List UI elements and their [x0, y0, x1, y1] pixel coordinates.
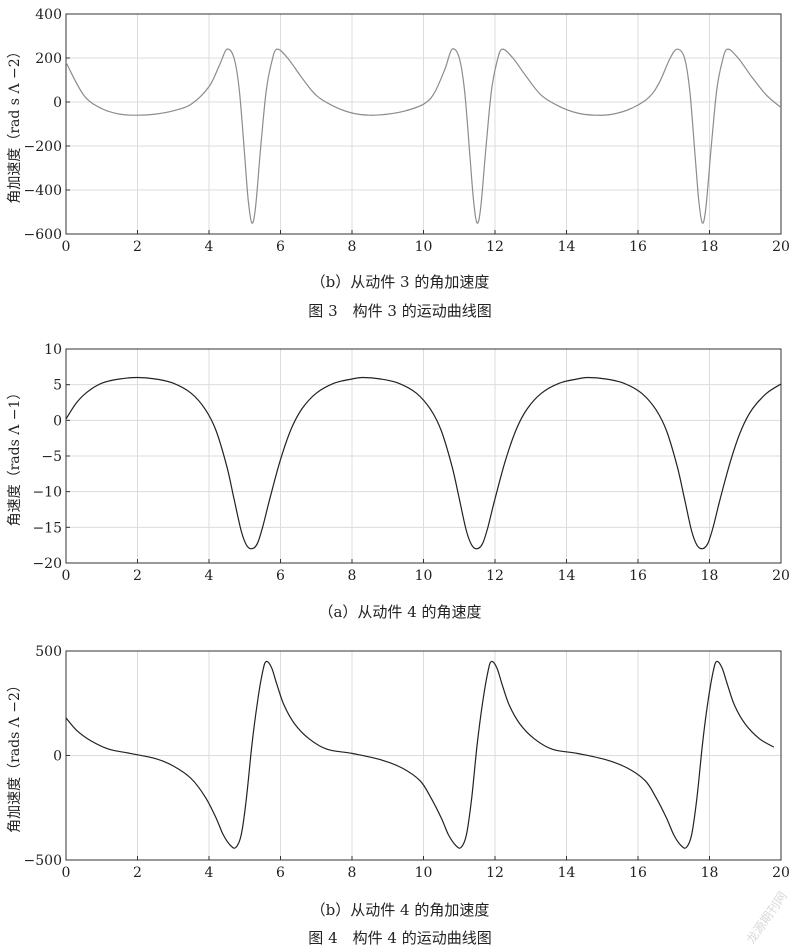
y-tick-label: 500: [35, 644, 62, 660]
y-tick-label: −5: [41, 449, 62, 465]
y-tick-label: 200: [35, 51, 62, 67]
plots: 0 2 4 6 8 10 12 14 16 18 204002000−200−400−600角加速度…: [7, 7, 790, 881]
y-tick-label: 10: [44, 342, 62, 358]
x-tick-label: 6: [276, 568, 285, 584]
series-line: [65, 376, 782, 550]
x-tick-label: 2: [133, 568, 142, 584]
x-tick-label: 6: [276, 865, 285, 881]
x-tick-label: 14: [558, 239, 576, 255]
caption-fig4: 图 4 构件 4 的运动曲线图: [308, 929, 491, 947]
y-tick-label: −400: [24, 183, 62, 199]
x-tick-label: 0: [62, 239, 71, 255]
x-tick-label: 4: [205, 865, 214, 881]
plot-frame: [65, 348, 782, 564]
x-tick-label: 4: [205, 568, 214, 584]
y-tick-label: −500: [24, 853, 62, 869]
x-tick-label: 0: [62, 568, 71, 584]
y-tick-label: 0: [53, 95, 62, 111]
chart-1: 0 2 4 6 8 10 12 14 16 18 20 400 200 0 −200 −400 −600 角加速度…: [7, 7, 790, 255]
x-tick-label: 16: [629, 865, 647, 881]
caption-fig4a: （a）从动件 4 的角速度: [318, 603, 481, 621]
x-tick-label: 10: [415, 865, 433, 881]
x-tick-label: 6: [276, 239, 285, 255]
y-axis-label: 角速度（rads Λ −1）: [7, 386, 23, 527]
x-tick-label: 18: [701, 568, 719, 584]
plot-frame: [65, 650, 782, 861]
y-tick-label: −15: [32, 520, 62, 536]
x-tick-label: 20: [772, 568, 790, 584]
x-tick-label: 12: [486, 865, 504, 881]
y-axis-label: 角加速度（rad s Λ −2）: [7, 44, 23, 203]
series-line: [65, 660, 775, 849]
x-tick-label: 8: [348, 865, 357, 881]
x-tick-label: 0: [62, 865, 71, 881]
x-tick-label: 20: [772, 239, 790, 255]
y-tick-label: −200: [24, 139, 62, 155]
y-tick-label: 400: [35, 7, 62, 23]
watermark: 龙源期刊网: [744, 889, 790, 946]
x-tick-label: 8: [348, 239, 357, 255]
x-tick-label: 14: [558, 865, 576, 881]
x-tick-label: 10: [415, 239, 433, 255]
caption-fig3: 图 3 构件 3 的运动曲线图: [308, 302, 491, 320]
y-tick-label: 0: [53, 749, 62, 765]
x-tick-label: 8: [348, 568, 357, 584]
x-tick-label: 10: [415, 568, 433, 584]
plot-frame: [65, 13, 782, 235]
x-tick-label: 12: [486, 239, 504, 255]
y-tick-label: 0: [53, 413, 62, 429]
x-tick-label: 20: [772, 865, 790, 881]
y-tick-label: −20: [32, 556, 62, 572]
series-line: [65, 48, 782, 224]
x-tick-label: 14: [558, 568, 576, 584]
x-tick-label: 18: [701, 865, 719, 881]
x-tick-label: 16: [629, 239, 647, 255]
chart-2: 0 2 4 6 8 10 12 14 16 18 20 10 5 0 −5 −10 −15 −20 角速度（rads…: [7, 342, 790, 584]
x-tick-label: 12: [486, 568, 504, 584]
y-tick-label: 5: [53, 378, 62, 394]
x-tick-label: 2: [133, 865, 142, 881]
x-tick-label: 2: [133, 239, 142, 255]
caption-fig4b: （b）从动件 4 的角加速度: [311, 901, 490, 919]
x-tick-label: 18: [701, 239, 719, 255]
caption-fig3b: （b）从动件 3 的角加速度: [311, 273, 490, 291]
y-axis-label: 角加速度（rads Λ −2）: [7, 678, 23, 833]
y-tick-label: −600: [24, 227, 62, 243]
x-tick-label: 16: [629, 568, 647, 584]
y-tick-label: −10: [32, 485, 62, 501]
x-tick-label: 4: [205, 239, 214, 255]
